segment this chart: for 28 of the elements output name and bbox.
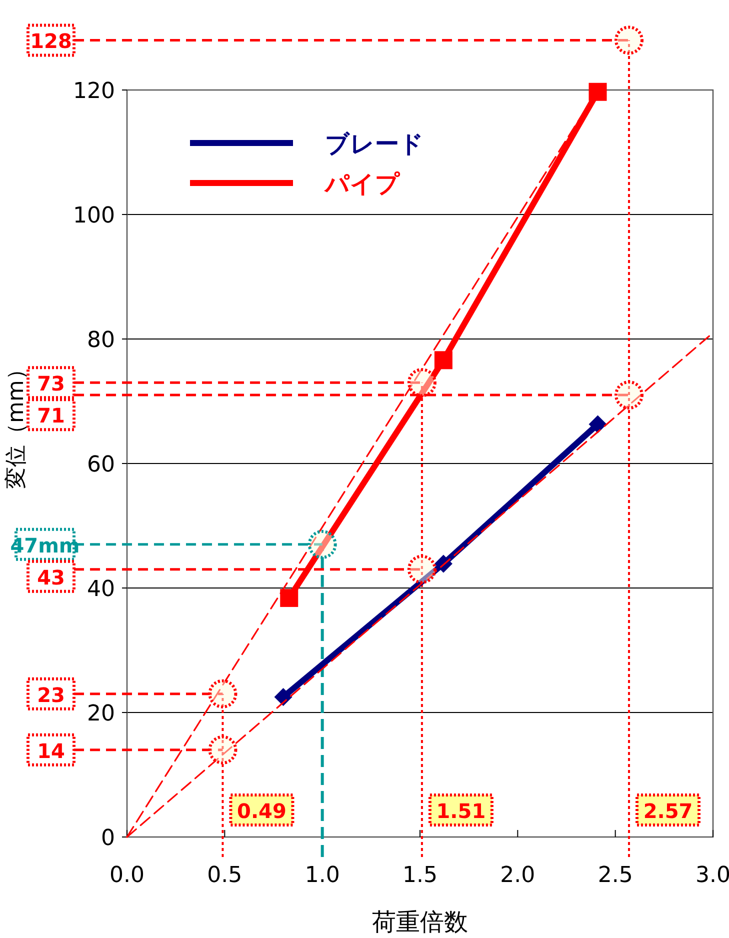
y-tick-label: 20 bbox=[87, 702, 115, 726]
y-tick-label: 100 bbox=[73, 204, 115, 228]
annotation: 128 bbox=[30, 29, 72, 54]
ref-line-label: 2.57 bbox=[643, 799, 693, 823]
annotation: 43 bbox=[37, 565, 65, 590]
x-tick-label: 2.5 bbox=[598, 863, 633, 888]
x-tick-label: 1.5 bbox=[402, 863, 438, 888]
x-tick-label: 2.0 bbox=[500, 863, 536, 888]
annotation: 47mm bbox=[10, 533, 80, 558]
legend-label: ブレード bbox=[325, 130, 424, 158]
y-tick-label: 80 bbox=[87, 328, 115, 353]
ref-line-label: 0.49 bbox=[237, 799, 286, 823]
ref-line-label: 1.51 bbox=[436, 799, 486, 823]
y-tick-label: 40 bbox=[87, 577, 115, 602]
x-tick-label: 3.0 bbox=[696, 863, 729, 888]
y-axis-title: 変位（mm） bbox=[4, 358, 29, 489]
annotation: 73 bbox=[37, 372, 65, 396]
y-tick-label: 60 bbox=[87, 452, 115, 478]
x-tick-label: 0.5 bbox=[207, 863, 242, 888]
x-axis-title: 荷重倍数 bbox=[372, 908, 468, 936]
x-tick-label: 0.0 bbox=[110, 863, 144, 888]
legend-label: パイプ bbox=[323, 170, 401, 198]
y-tick-label: 120 bbox=[73, 79, 115, 104]
annotation: 14 bbox=[37, 738, 65, 763]
annotation: 71 bbox=[37, 404, 65, 428]
annotation: 23 bbox=[37, 682, 65, 707]
y-tick-label: 0 bbox=[101, 826, 115, 851]
x-tick-label: 1.0 bbox=[304, 863, 340, 888]
